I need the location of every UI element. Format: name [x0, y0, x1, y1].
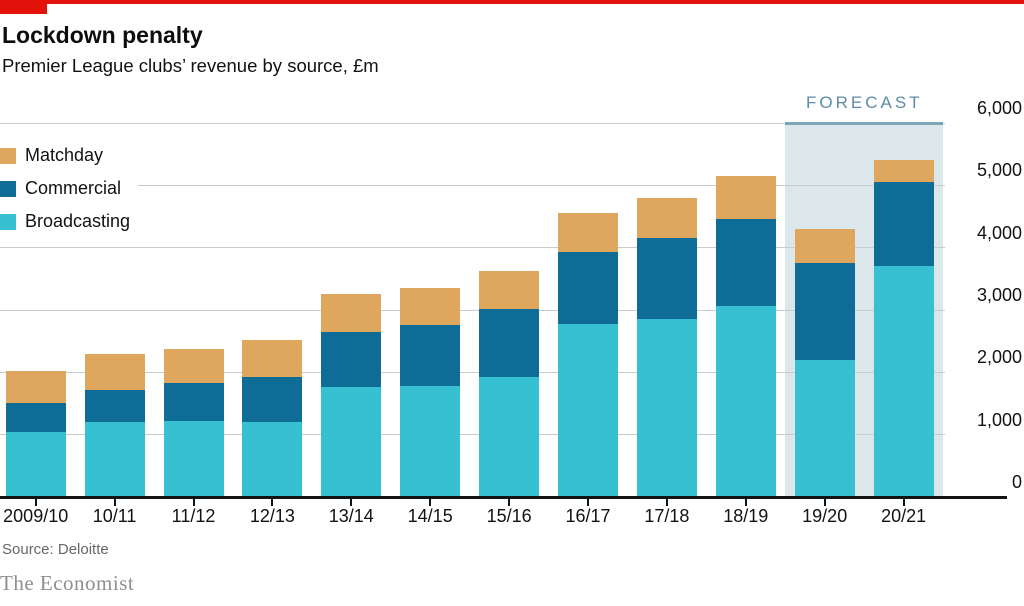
y-axis-label: 4,000 — [976, 222, 1022, 243]
x-axis-tick — [113, 498, 116, 506]
bar-segment-matchday — [321, 293, 382, 332]
bar-segment-broadcasting — [163, 420, 224, 497]
bar-segment-broadcasting — [636, 318, 697, 497]
bar-segment-broadcasting — [715, 305, 776, 497]
bar-segment-broadcasting — [84, 422, 145, 497]
top-red-tab — [0, 0, 47, 14]
bar-segment-matchday — [163, 348, 224, 383]
y-axis-label: 5,000 — [976, 160, 1022, 181]
forecast-label: FORECAST — [806, 93, 923, 112]
bar-segment-matchday — [873, 160, 934, 183]
bar-segment-commercial — [163, 382, 224, 421]
bar-segment-commercial — [242, 376, 303, 422]
x-axis-tick — [34, 498, 37, 506]
x-axis-label: 20/21 — [881, 506, 927, 526]
x-axis-label: 18/19 — [723, 506, 769, 526]
top-red-rule — [0, 0, 1024, 4]
bar-segment-broadcasting — [242, 421, 303, 497]
x-axis-label: 17/18 — [644, 506, 690, 526]
gridline-2000 — [0, 371, 945, 373]
bar-segment-matchday — [479, 270, 540, 309]
x-axis-tick — [823, 498, 826, 506]
gridline-5000 — [0, 184, 945, 186]
bar-segment-broadcasting — [400, 386, 461, 497]
economist-wordmark: The Economist — [0, 571, 135, 595]
x-axis-label: 12/13 — [249, 506, 295, 526]
legend-label: Broadcasting — [25, 211, 131, 231]
legend-item-commercial: Commercial — [0, 178, 139, 199]
bar-segment-matchday — [636, 197, 697, 239]
x-axis-tick — [271, 498, 274, 506]
bar-segment-commercial — [558, 252, 618, 325]
bar-segment-commercial — [321, 331, 382, 388]
x-axis-tick — [902, 498, 905, 506]
x-axis-label: 11/12 — [171, 506, 216, 526]
bar-segment-matchday — [715, 175, 776, 219]
bar-segment-commercial — [400, 324, 461, 387]
bar-segment-matchday — [5, 371, 66, 403]
y-axis-label: 6,000 — [976, 98, 1022, 118]
x-axis-label: 15/16 — [486, 506, 532, 526]
bar-segment-broadcasting — [321, 387, 382, 497]
x-axis-label: 2009/10 — [3, 506, 69, 526]
forecast-region-border — [785, 121, 944, 125]
x-axis-tick — [508, 498, 511, 506]
legend-swatch-icon — [0, 147, 16, 164]
y-axis-label: 3,000 — [976, 285, 1022, 305]
x-axis-tick — [192, 498, 195, 506]
bar-segment-broadcasting — [479, 376, 540, 497]
x-axis-tick — [350, 498, 353, 506]
bar-segment-commercial — [479, 308, 540, 377]
gridline-4000 — [0, 247, 945, 249]
x-axis-label: 13/14 — [328, 506, 374, 526]
bar-segment-matchday — [558, 213, 618, 253]
legend-item-matchday: Matchday — [0, 145, 139, 166]
legend-swatch-icon — [0, 213, 16, 230]
x-axis-tick — [665, 498, 668, 506]
gridline-1000 — [0, 434, 945, 436]
bar-segment-commercial — [873, 182, 934, 267]
gridline-6000 — [0, 122, 945, 124]
x-axis-label: 14/15 — [407, 506, 453, 526]
y-axis-label: 2,000 — [976, 347, 1022, 368]
bar-segment-commercial — [715, 218, 776, 306]
x-axis-label: 16/17 — [565, 506, 611, 526]
gridline-3000 — [0, 309, 945, 311]
x-axis-tick — [744, 498, 747, 506]
bar-segment-commercial — [794, 263, 855, 360]
bar-segment-broadcasting — [558, 324, 618, 497]
source-note: Source: Deloitte — [2, 541, 109, 558]
x-axis-line — [0, 496, 1007, 499]
legend-label: Commercial — [25, 178, 122, 198]
bar-segment-broadcasting — [873, 266, 934, 497]
bar-segment-matchday — [794, 228, 855, 264]
x-axis-tick — [587, 498, 589, 506]
x-axis-tick — [429, 498, 432, 506]
chart-subtitle: Premier League clubs’ revenue by source,… — [2, 55, 379, 76]
bar-segment-broadcasting — [794, 359, 855, 497]
bar-segment-commercial — [84, 389, 145, 423]
x-axis-label: 10/11 — [92, 506, 137, 526]
bar-segment-broadcasting — [5, 432, 66, 497]
bar-segment-matchday — [242, 339, 303, 377]
legend-item-broadcasting: Broadcasting — [0, 211, 139, 232]
bar-segment-matchday — [400, 288, 461, 325]
y-axis-label: 1,000 — [976, 409, 1022, 430]
legend-swatch-icon — [0, 180, 16, 197]
bar-segment-commercial — [5, 402, 66, 433]
chart-title: Lockdown penalty — [2, 22, 203, 48]
bar-segment-matchday — [84, 354, 145, 390]
x-axis-label: 19/20 — [802, 506, 848, 526]
bar-segment-commercial — [636, 238, 697, 319]
legend-label: Matchday — [25, 145, 104, 165]
y-axis-label: 0 — [1011, 472, 1022, 492]
legend: Matchday Commercial Broadcasting — [0, 145, 139, 244]
